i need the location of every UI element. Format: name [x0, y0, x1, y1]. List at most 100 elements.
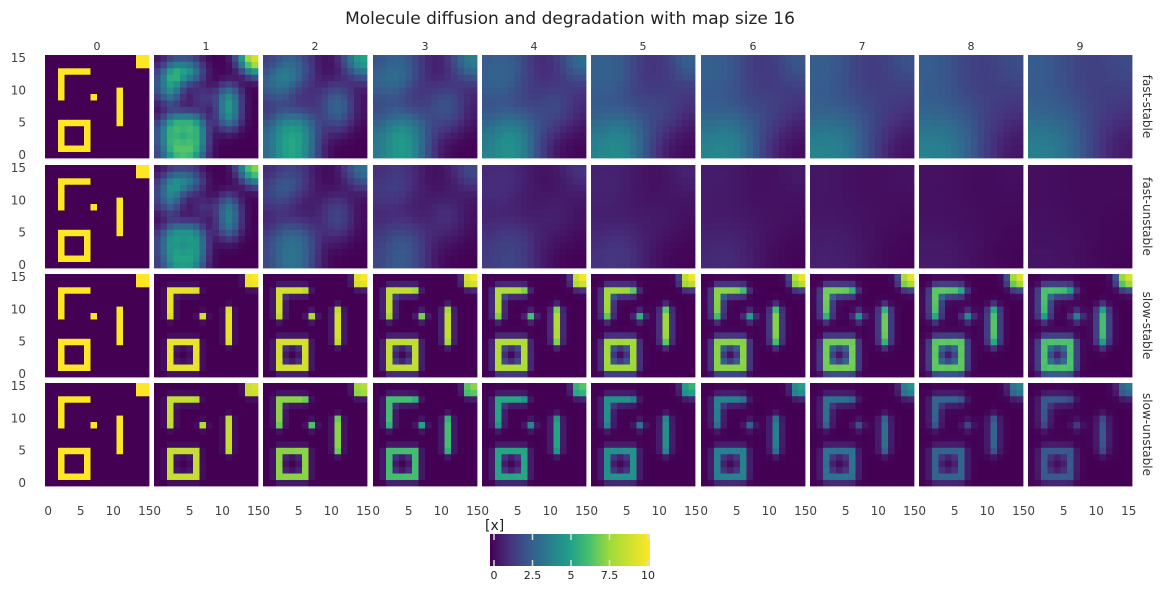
heatmap-cell	[399, 67, 406, 75]
heatmap-cell	[823, 119, 830, 127]
heatmap-cell	[521, 74, 528, 82]
heatmap-cell	[444, 138, 452, 146]
heatmap-cell	[470, 177, 478, 185]
heatmap-cell	[123, 100, 130, 107]
heatmap-cell	[1010, 248, 1017, 256]
heatmap-cell	[875, 132, 882, 140]
heatmap-cell	[482, 210, 489, 217]
heatmap-cell	[919, 138, 926, 146]
heatmap-cell	[399, 100, 406, 107]
heatmap-cell	[785, 229, 793, 237]
heatmap-cell	[945, 235, 952, 243]
heatmap-cell	[932, 171, 939, 179]
heatmap-cell	[901, 55, 908, 62]
heatmap-cell	[707, 74, 715, 82]
heatmap-cell	[636, 216, 644, 224]
heatmap-cell	[573, 197, 580, 205]
heatmap-cell	[534, 125, 541, 133]
heatmap-cell	[662, 190, 670, 198]
heatmap-cell	[1125, 138, 1133, 146]
heatmap-cell	[245, 80, 252, 88]
heatmap-cell	[553, 145, 561, 152]
heatmap-cell	[1016, 67, 1024, 75]
heatmap-cell	[167, 125, 174, 133]
heatmap-cell	[418, 112, 426, 120]
heatmap-cell	[58, 171, 65, 179]
heatmap-cell	[308, 145, 316, 152]
heatmap-cell	[103, 93, 111, 101]
heatmap-cell	[798, 177, 806, 185]
heatmap-cell	[643, 80, 650, 88]
heatmap-cell	[901, 151, 908, 159]
heatmap-cell	[604, 100, 611, 107]
heatmap-cell	[868, 165, 876, 172]
heatmap-cell	[682, 74, 689, 82]
heatmap-cell	[1086, 87, 1094, 95]
heatmap-cell	[501, 177, 509, 185]
heatmap-cell	[321, 255, 329, 262]
heatmap-cell	[945, 80, 952, 88]
heatmap-cell	[321, 74, 329, 82]
heatmap-cell	[1067, 61, 1074, 69]
heatmap-cell	[269, 177, 277, 185]
heatmap-cell	[1067, 145, 1074, 152]
heatmap-cell	[823, 242, 830, 250]
heatmap-cell	[232, 203, 239, 211]
heatmap-cell	[232, 106, 239, 114]
heatmap-cell	[682, 151, 689, 159]
heatmap-cell	[997, 74, 1004, 82]
heatmap-cell	[1093, 125, 1100, 133]
heatmap-cell	[1099, 106, 1107, 114]
heatmap-cell	[1034, 138, 1042, 146]
heatmap-cell	[1099, 261, 1107, 269]
heatmap-cell	[154, 100, 161, 107]
heatmap-cell	[514, 203, 522, 211]
heatmap-cell	[958, 203, 965, 211]
heatmap-cell	[289, 210, 296, 217]
heatmap-cell	[753, 100, 760, 107]
heatmap-cell	[84, 197, 91, 205]
heatmap-cell	[610, 74, 618, 82]
heatmap-cell	[610, 216, 618, 224]
heatmap-cell	[58, 119, 65, 127]
heatmap-cell	[90, 145, 98, 152]
heatmap-cell	[315, 125, 322, 133]
heatmap-cell	[431, 145, 439, 152]
heatmap-cell	[64, 100, 72, 107]
heatmap-cell	[604, 261, 611, 269]
heatmap-cell	[263, 119, 270, 127]
heatmap-cell	[379, 125, 387, 133]
heatmap-cell	[894, 138, 902, 146]
heatmap-cell	[167, 74, 174, 82]
heatmap-cell	[302, 55, 309, 62]
heatmap-cell	[740, 171, 747, 179]
heatmap-cell	[649, 55, 657, 62]
heatmap-cell	[154, 203, 161, 211]
heatmap-cell	[392, 261, 400, 269]
heatmap-cell	[997, 138, 1004, 146]
heatmap-cell	[225, 145, 233, 152]
heatmap-cell	[610, 229, 618, 237]
heatmap-cell	[282, 61, 290, 69]
heatmap-cell	[862, 248, 869, 256]
heatmap-cell	[636, 229, 644, 237]
heatmap-cell	[392, 248, 400, 256]
heatmap-cell	[225, 203, 233, 211]
heatmap-cell	[925, 248, 933, 256]
heatmap-cell	[798, 261, 806, 269]
heatmap-cell	[958, 125, 965, 133]
heatmap-cell	[129, 100, 137, 107]
heatmap-cell	[308, 106, 316, 114]
heatmap-cell	[167, 255, 174, 262]
heatmap-cell	[1067, 106, 1074, 114]
heatmap-cell	[1041, 61, 1048, 69]
heatmap-cell	[829, 235, 837, 243]
heatmap-cell	[103, 132, 111, 140]
heatmap-cell	[540, 145, 548, 152]
heatmap-cell	[521, 248, 528, 256]
heatmap-cell	[733, 112, 741, 120]
heatmap-cell	[540, 184, 548, 192]
heatmap-cell	[630, 171, 637, 179]
heatmap-cell	[1016, 61, 1024, 69]
heatmap-cell	[925, 165, 933, 172]
